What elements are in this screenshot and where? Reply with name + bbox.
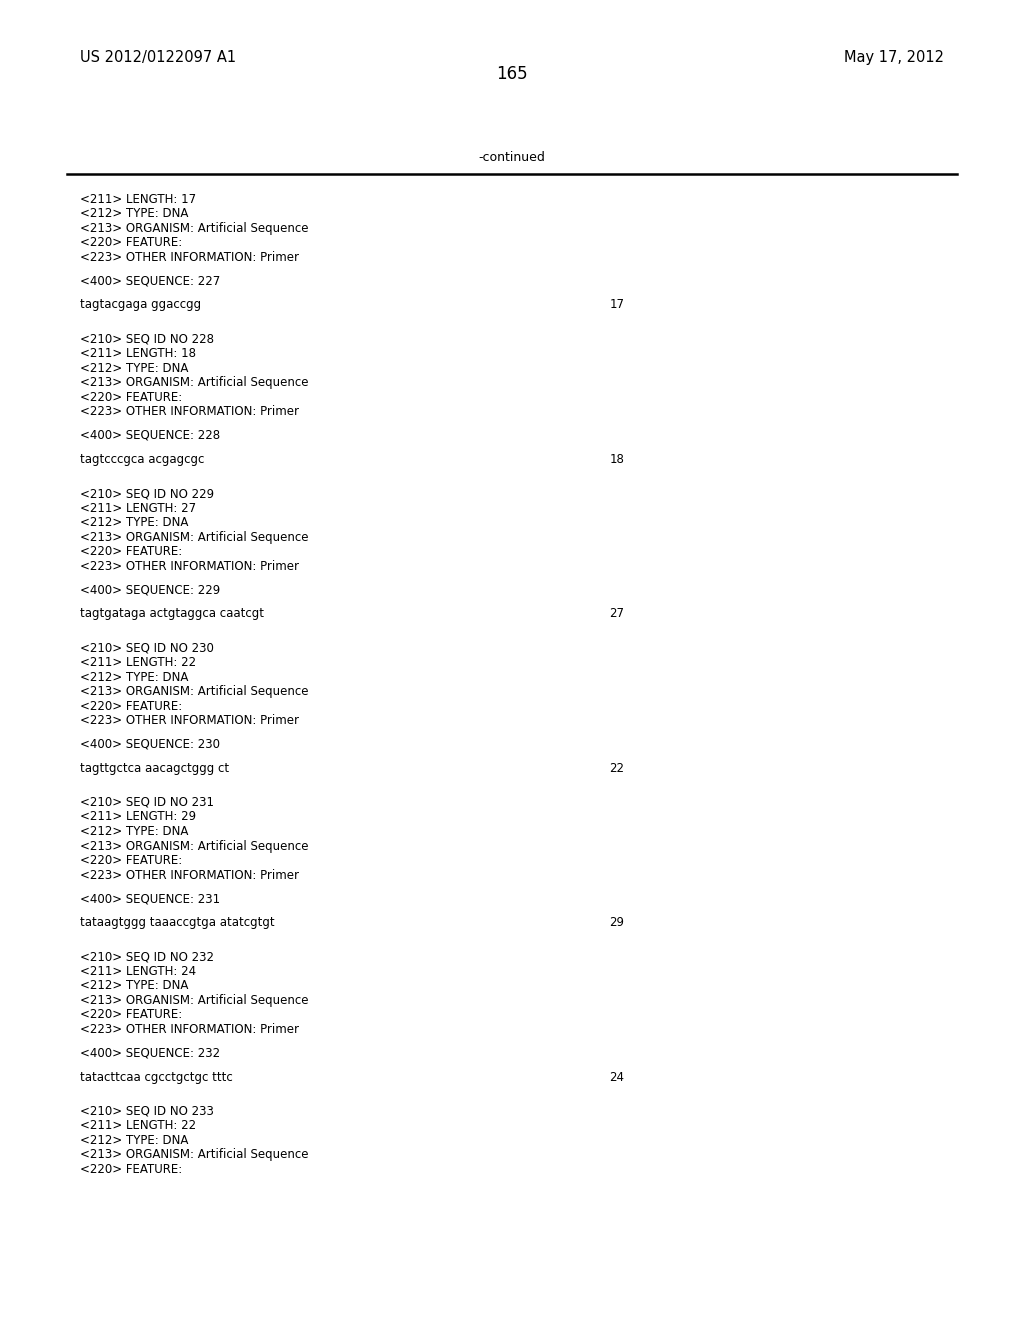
Text: <213> ORGANISM: Artificial Sequence: <213> ORGANISM: Artificial Sequence <box>80 376 308 389</box>
Text: <211> LENGTH: 22: <211> LENGTH: 22 <box>80 656 196 669</box>
Text: <400> SEQUENCE: 228: <400> SEQUENCE: 228 <box>80 429 220 442</box>
Text: <400> SEQUENCE: 231: <400> SEQUENCE: 231 <box>80 892 220 906</box>
Text: <220> FEATURE:: <220> FEATURE: <box>80 854 182 867</box>
Text: <210> SEQ ID NO 232: <210> SEQ ID NO 232 <box>80 950 214 964</box>
Text: tatacttcaa cgcctgctgc tttc: tatacttcaa cgcctgctgc tttc <box>80 1071 232 1084</box>
Text: <210> SEQ ID NO 229: <210> SEQ ID NO 229 <box>80 487 214 500</box>
Text: <211> LENGTH: 17: <211> LENGTH: 17 <box>80 193 196 206</box>
Text: <211> LENGTH: 18: <211> LENGTH: 18 <box>80 347 196 360</box>
Text: <220> FEATURE:: <220> FEATURE: <box>80 545 182 558</box>
Text: <223> OTHER INFORMATION: Primer: <223> OTHER INFORMATION: Primer <box>80 251 299 264</box>
Text: <223> OTHER INFORMATION: Primer: <223> OTHER INFORMATION: Primer <box>80 1023 299 1036</box>
Text: <220> FEATURE:: <220> FEATURE: <box>80 700 182 713</box>
Text: <213> ORGANISM: Artificial Sequence: <213> ORGANISM: Artificial Sequence <box>80 222 308 235</box>
Text: <223> OTHER INFORMATION: Primer: <223> OTHER INFORMATION: Primer <box>80 869 299 882</box>
Text: <220> FEATURE:: <220> FEATURE: <box>80 1163 182 1176</box>
Text: <400> SEQUENCE: 230: <400> SEQUENCE: 230 <box>80 738 220 751</box>
Text: <210> SEQ ID NO 230: <210> SEQ ID NO 230 <box>80 642 214 655</box>
Text: tagtacgaga ggaccgg: tagtacgaga ggaccgg <box>80 298 201 312</box>
Text: 165: 165 <box>497 65 527 83</box>
Text: <220> FEATURE:: <220> FEATURE: <box>80 236 182 249</box>
Text: tagtcccgca acgagcgc: tagtcccgca acgagcgc <box>80 453 204 466</box>
Text: <400> SEQUENCE: 232: <400> SEQUENCE: 232 <box>80 1047 220 1060</box>
Text: <212> TYPE: DNA: <212> TYPE: DNA <box>80 207 188 220</box>
Text: <213> ORGANISM: Artificial Sequence: <213> ORGANISM: Artificial Sequence <box>80 1148 308 1162</box>
Text: <223> OTHER INFORMATION: Primer: <223> OTHER INFORMATION: Primer <box>80 714 299 727</box>
Text: <213> ORGANISM: Artificial Sequence: <213> ORGANISM: Artificial Sequence <box>80 994 308 1007</box>
Text: tagtgataga actgtaggca caatcgt: tagtgataga actgtaggca caatcgt <box>80 607 264 620</box>
Text: <212> TYPE: DNA: <212> TYPE: DNA <box>80 825 188 838</box>
Text: <213> ORGANISM: Artificial Sequence: <213> ORGANISM: Artificial Sequence <box>80 685 308 698</box>
Text: 29: 29 <box>609 916 625 929</box>
Text: tataagtggg taaaccgtga atatcgtgt: tataagtggg taaaccgtga atatcgtgt <box>80 916 274 929</box>
Text: <220> FEATURE:: <220> FEATURE: <box>80 1008 182 1022</box>
Text: 18: 18 <box>609 453 625 466</box>
Text: US 2012/0122097 A1: US 2012/0122097 A1 <box>80 50 236 65</box>
Text: <213> ORGANISM: Artificial Sequence: <213> ORGANISM: Artificial Sequence <box>80 840 308 853</box>
Text: tagttgctca aacagctggg ct: tagttgctca aacagctggg ct <box>80 762 229 775</box>
Text: <223> OTHER INFORMATION: Primer: <223> OTHER INFORMATION: Primer <box>80 405 299 418</box>
Text: <210> SEQ ID NO 231: <210> SEQ ID NO 231 <box>80 796 214 809</box>
Text: May 17, 2012: May 17, 2012 <box>844 50 944 65</box>
Text: 27: 27 <box>609 607 625 620</box>
Text: <212> TYPE: DNA: <212> TYPE: DNA <box>80 1134 188 1147</box>
Text: 24: 24 <box>609 1071 625 1084</box>
Text: <210> SEQ ID NO 233: <210> SEQ ID NO 233 <box>80 1105 214 1118</box>
Text: <223> OTHER INFORMATION: Primer: <223> OTHER INFORMATION: Primer <box>80 560 299 573</box>
Text: 22: 22 <box>609 762 625 775</box>
Text: <400> SEQUENCE: 229: <400> SEQUENCE: 229 <box>80 583 220 597</box>
Text: <212> TYPE: DNA: <212> TYPE: DNA <box>80 362 188 375</box>
Text: <220> FEATURE:: <220> FEATURE: <box>80 391 182 404</box>
Text: <211> LENGTH: 27: <211> LENGTH: 27 <box>80 502 196 515</box>
Text: <213> ORGANISM: Artificial Sequence: <213> ORGANISM: Artificial Sequence <box>80 531 308 544</box>
Text: <211> LENGTH: 29: <211> LENGTH: 29 <box>80 810 196 824</box>
Text: <211> LENGTH: 22: <211> LENGTH: 22 <box>80 1119 196 1133</box>
Text: 17: 17 <box>609 298 625 312</box>
Text: <400> SEQUENCE: 227: <400> SEQUENCE: 227 <box>80 275 220 288</box>
Text: <212> TYPE: DNA: <212> TYPE: DNA <box>80 671 188 684</box>
Text: -continued: -continued <box>478 150 546 164</box>
Text: <212> TYPE: DNA: <212> TYPE: DNA <box>80 516 188 529</box>
Text: <210> SEQ ID NO 228: <210> SEQ ID NO 228 <box>80 333 214 346</box>
Text: <211> LENGTH: 24: <211> LENGTH: 24 <box>80 965 196 978</box>
Text: <212> TYPE: DNA: <212> TYPE: DNA <box>80 979 188 993</box>
